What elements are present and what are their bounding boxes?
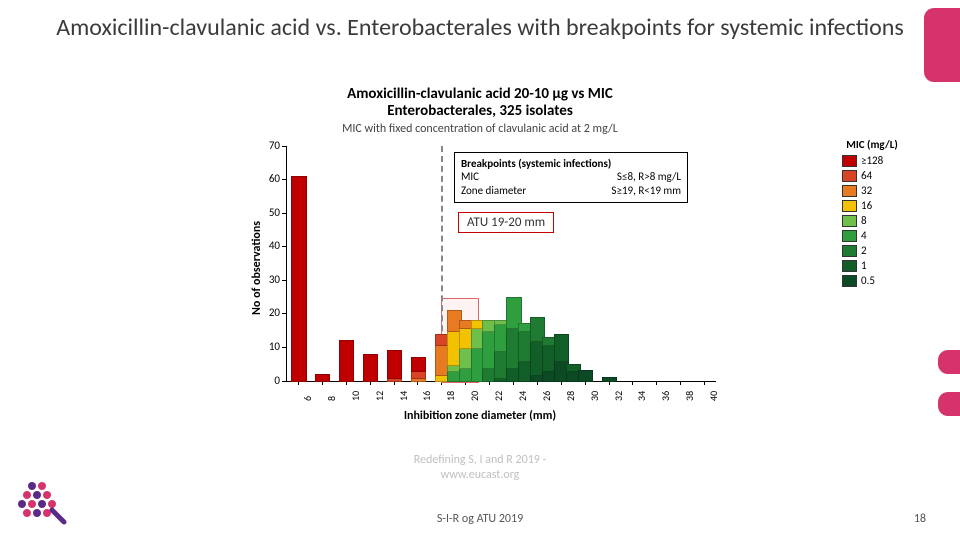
bp-row2-left: Zone diameter: [461, 184, 526, 198]
y-tick-label: 50: [256, 206, 280, 219]
x-tick-label: 18: [444, 390, 457, 400]
x-tick-label: 36: [659, 390, 672, 400]
x-tick: [704, 381, 705, 385]
chart-title: Amoxicillin-clavulanic acid 20-10 µg vs …: [150, 86, 810, 121]
x-tick-label: 32: [612, 390, 625, 400]
legend-swatch: [842, 245, 857, 257]
y-tick-label: 70: [256, 139, 280, 152]
bp-row1-right: S≤8, R>8 mg/L: [617, 170, 681, 184]
decoration-mid: [938, 350, 960, 374]
legend-swatch: [842, 170, 857, 182]
bar-segment: [578, 370, 593, 382]
legend-item: 1: [842, 259, 902, 272]
bar-segment: [363, 354, 378, 383]
bar-segment: [411, 357, 426, 372]
legend-item: 0.5: [842, 274, 902, 287]
bar-segment: [291, 176, 306, 383]
x-tick: [632, 381, 633, 385]
legend-label: 16: [861, 199, 872, 212]
y-tick: [282, 146, 286, 147]
x-tick-label: 8: [325, 395, 338, 400]
chart-title-line1: Amoxicillin-clavulanic acid 20-10 µg vs …: [347, 85, 613, 103]
bar-segment: [387, 350, 402, 379]
chart-container: Amoxicillin-clavulanic acid 20-10 µg vs …: [150, 86, 810, 476]
y-tick: [282, 246, 286, 247]
y-tick: [282, 381, 286, 382]
legend-label: 64: [861, 169, 872, 182]
x-tick: [656, 381, 657, 385]
legend-label: 0.5: [861, 274, 875, 287]
y-tick-label: 0: [256, 374, 280, 387]
x-tick-label: 22: [492, 390, 505, 400]
x-tick-label: 34: [635, 390, 648, 400]
bar-segment: [339, 340, 354, 382]
y-tick-label: 10: [256, 340, 280, 353]
logo-icon: [14, 476, 68, 530]
x-tick-label: 6: [301, 395, 314, 400]
legend-item: 32: [842, 184, 902, 197]
y-tick: [282, 280, 286, 281]
footer-page-number: 18: [914, 512, 926, 526]
y-tick-label: 60: [256, 172, 280, 185]
legend-item: 4: [842, 229, 902, 242]
legend-label: 32: [861, 184, 872, 197]
bp-row2-right: S≥19, R<19 mm: [611, 184, 681, 198]
x-tick-label: 30: [588, 390, 601, 400]
x-tick-label: 12: [373, 390, 386, 400]
y-tick: [282, 313, 286, 314]
bp-heading: Breakpoints (systemic infections): [461, 157, 681, 171]
x-tick: [680, 381, 681, 385]
legend-label: 4: [861, 229, 867, 242]
y-axis: [286, 146, 287, 381]
x-tick-label: 10: [349, 390, 362, 400]
y-axis-label: No of observations: [250, 221, 264, 315]
x-tick-label: 24: [516, 390, 529, 400]
legend-swatch: [842, 260, 857, 272]
chart-subtitle: MIC with fixed concentration of clavulan…: [150, 122, 810, 136]
chart-attribution: Redefining S, I and R 2019 - www.eucast.…: [150, 453, 810, 482]
slide-title: Amoxicillin-clavulanic acid vs. Enteroba…: [0, 14, 960, 42]
attribution-line2: www.eucast.org: [441, 468, 520, 482]
legend-item: 8: [842, 214, 902, 227]
legend-title: MIC (mg/L): [842, 138, 902, 151]
legend-swatch: [842, 275, 857, 287]
x-tick-label: 40: [707, 390, 720, 400]
legend-item: ≥128: [842, 154, 902, 167]
attribution-line1: Redefining S, I and R 2019 -: [414, 453, 547, 467]
legend-swatch: [842, 230, 857, 242]
y-tick: [282, 213, 286, 214]
legend-item: 16: [842, 199, 902, 212]
legend-swatch: [842, 185, 857, 197]
legend-swatch: [842, 155, 857, 167]
decoration-bot: [938, 392, 960, 416]
legend-label: 2: [861, 244, 867, 257]
legend-label: 1: [861, 259, 867, 272]
chart-title-line2: Enterobacterales, 325 isolates: [387, 102, 573, 120]
bar-segment: [554, 334, 569, 363]
legend-label: ≥128: [861, 154, 883, 167]
legend-swatch: [842, 215, 857, 227]
x-tick-label: 14: [397, 390, 410, 400]
breakpoints-box: Breakpoints (systemic infections)MIC S≤8,…: [454, 152, 688, 203]
legend: MIC (mg/L) ≥128 64 32 16 8 4 2 1 0.5: [842, 138, 902, 289]
legend-item: 64: [842, 169, 902, 182]
bar-segment: [315, 374, 330, 383]
bar-segment: [602, 377, 617, 382]
legend-item: 2: [842, 244, 902, 257]
y-tick: [282, 347, 286, 348]
footer-center: S-I-R og ATU 2019: [0, 512, 960, 526]
x-tick-label: 28: [564, 390, 577, 400]
x-axis-label: Inhibition zone diameter (mm): [238, 409, 722, 423]
atu-label: ATU 19-20 mm: [458, 212, 554, 233]
x-tick-label: 16: [420, 390, 433, 400]
x-tick-label: 20: [468, 390, 481, 400]
bp-row1-left: MIC: [461, 170, 479, 184]
decoration-top: [924, 8, 960, 82]
plot-area: 0 10 20 30 40 50 60 70 No of observations 6 8 10 12 1…: [238, 140, 722, 429]
legend-swatch: [842, 200, 857, 212]
y-tick: [282, 179, 286, 180]
x-tick-label: 26: [540, 390, 553, 400]
x-tick-label: 38: [683, 390, 696, 400]
legend-label: 8: [861, 214, 867, 227]
